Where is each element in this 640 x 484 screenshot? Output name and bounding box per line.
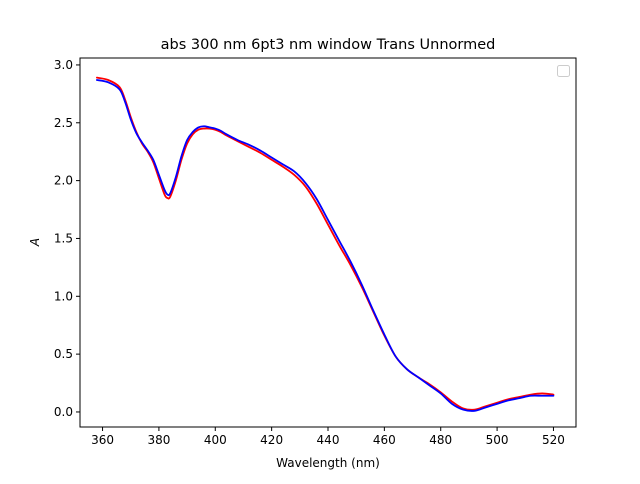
x-tick-label: 400 [204, 433, 227, 447]
x-tick-label: 480 [429, 433, 452, 447]
x-tick-label: 420 [260, 433, 283, 447]
x-tick-label: 460 [373, 433, 396, 447]
x-axis-label: Wavelength (nm) [276, 456, 380, 470]
series-line-1 [96, 76, 555, 411]
axis-layer: 360 380 400 420 440 460 480 500 520 0.0 0.5 1.0 1.5 2… [54, 58, 565, 447]
series-line-2 [96, 79, 555, 412]
series-layer [96, 76, 555, 412]
y-tick-label: 2.0 [54, 174, 73, 188]
y-tick-label: 3.0 [54, 58, 73, 72]
plot-frame [79, 57, 577, 428]
y-tick-label: 1.0 [54, 289, 73, 303]
y-tick-label: 2.5 [54, 116, 73, 130]
x-tick-label: 500 [486, 433, 509, 447]
x-tick-label: 440 [317, 433, 340, 447]
legend-box [557, 65, 570, 77]
y-tick-label: 0.5 [54, 347, 73, 361]
x-tick-label: 520 [542, 433, 565, 447]
chart-title: abs 300 nm 6pt3 nm window Trans Unnormed [161, 37, 496, 53]
y-tick-label: 1.5 [54, 231, 73, 245]
x-tick-label: 360 [91, 433, 114, 447]
y-tick-label: 0.0 [54, 405, 73, 419]
y-axis-label: A [28, 238, 42, 247]
x-tick-label: 380 [147, 433, 170, 447]
